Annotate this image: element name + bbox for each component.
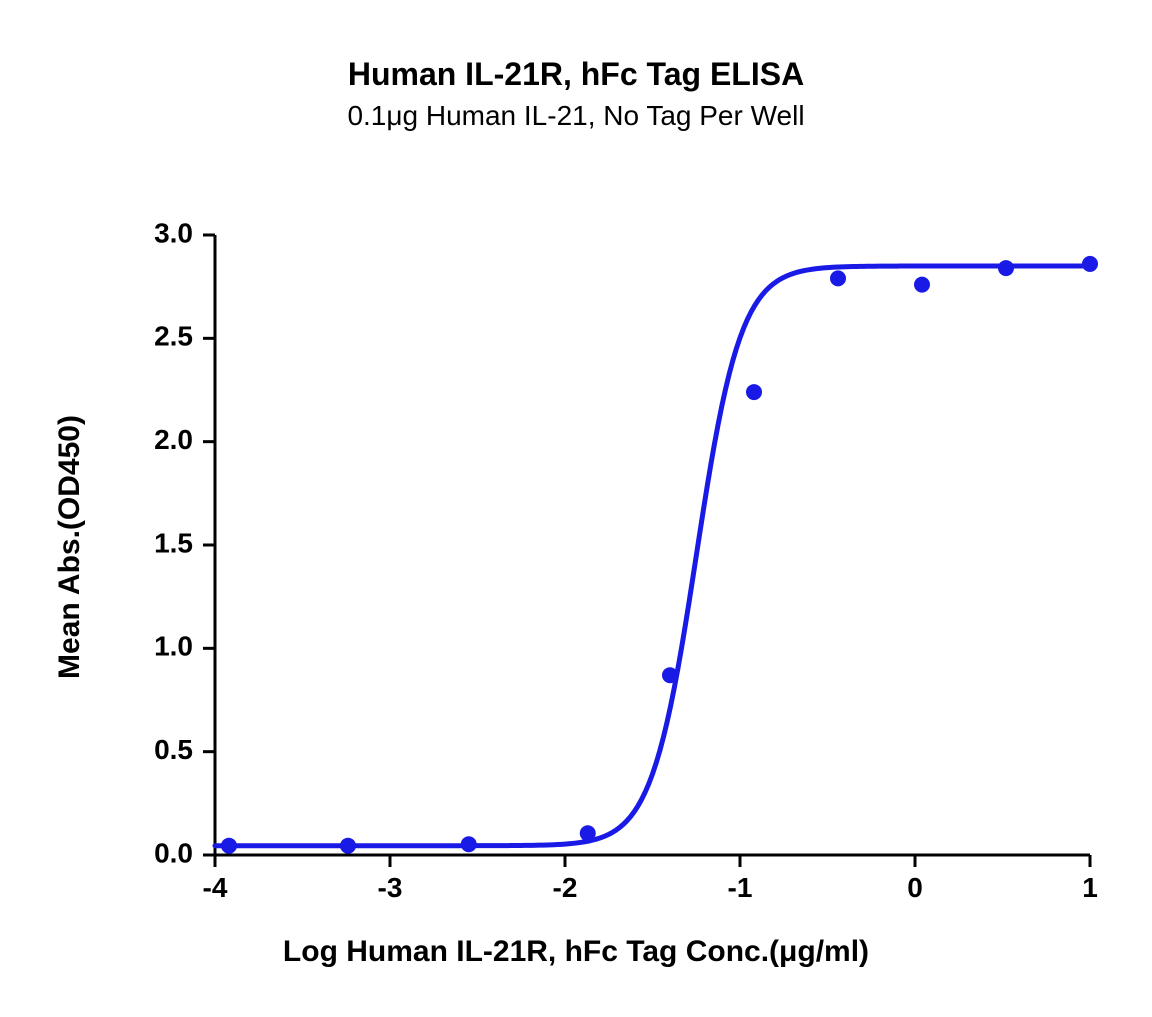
elisa-chart: Human IL-21R, hFc Tag ELISA 0.1μg Human … (0, 0, 1152, 1017)
svg-text:2.0: 2.0 (154, 424, 193, 455)
svg-text:1.5: 1.5 (154, 527, 193, 558)
svg-text:-4: -4 (203, 872, 228, 903)
svg-text:2.5: 2.5 (154, 321, 193, 352)
svg-text:-1: -1 (728, 872, 753, 903)
svg-text:3.0: 3.0 (154, 217, 193, 248)
svg-text:1.0: 1.0 (154, 631, 193, 662)
svg-text:1: 1 (1082, 872, 1098, 903)
svg-text:-3: -3 (378, 872, 403, 903)
svg-text:0.0: 0.0 (154, 837, 193, 868)
svg-text:0.5: 0.5 (154, 734, 193, 765)
chart-plot-svg: 0.0 0.5 1.0 1.5 2.0 2.5 3.0 -4 -3 -2 -1 0 1 (0, 0, 1152, 1017)
svg-text:0: 0 (907, 872, 923, 903)
svg-text:-2: -2 (553, 872, 578, 903)
